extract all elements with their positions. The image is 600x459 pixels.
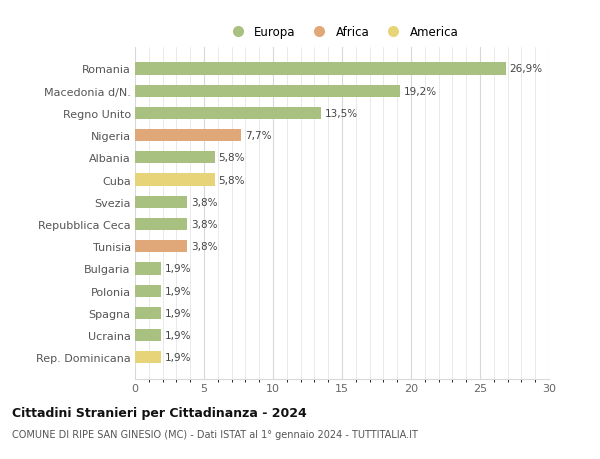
Bar xyxy=(135,130,241,142)
Bar xyxy=(135,307,161,319)
Bar xyxy=(135,352,161,364)
Text: 3,8%: 3,8% xyxy=(191,219,217,230)
Text: 19,2%: 19,2% xyxy=(403,86,437,96)
Text: 3,8%: 3,8% xyxy=(191,242,217,252)
Bar xyxy=(135,63,506,75)
Text: 1,9%: 1,9% xyxy=(164,353,191,363)
Text: 5,8%: 5,8% xyxy=(218,175,245,185)
Text: 5,8%: 5,8% xyxy=(218,153,245,163)
Bar xyxy=(135,285,161,297)
Bar xyxy=(135,241,187,253)
Bar xyxy=(135,196,187,208)
Text: 13,5%: 13,5% xyxy=(325,109,358,118)
Bar xyxy=(135,85,400,98)
Text: 1,9%: 1,9% xyxy=(164,264,191,274)
Bar xyxy=(135,329,161,341)
Legend: Europa, Africa, America: Europa, Africa, America xyxy=(221,21,463,44)
Bar xyxy=(135,152,215,164)
Text: Cittadini Stranieri per Cittadinanza - 2024: Cittadini Stranieri per Cittadinanza - 2… xyxy=(12,406,307,419)
Bar xyxy=(135,263,161,275)
Bar xyxy=(135,218,187,230)
Text: 7,7%: 7,7% xyxy=(245,131,271,141)
Text: 3,8%: 3,8% xyxy=(191,197,217,207)
Bar xyxy=(135,174,215,186)
Text: COMUNE DI RIPE SAN GINESIO (MC) - Dati ISTAT al 1° gennaio 2024 - TUTTITALIA.IT: COMUNE DI RIPE SAN GINESIO (MC) - Dati I… xyxy=(12,429,418,439)
Text: 1,9%: 1,9% xyxy=(164,286,191,296)
Text: 1,9%: 1,9% xyxy=(164,330,191,341)
Text: 26,9%: 26,9% xyxy=(509,64,543,74)
Text: 1,9%: 1,9% xyxy=(164,308,191,318)
Bar xyxy=(135,107,322,120)
